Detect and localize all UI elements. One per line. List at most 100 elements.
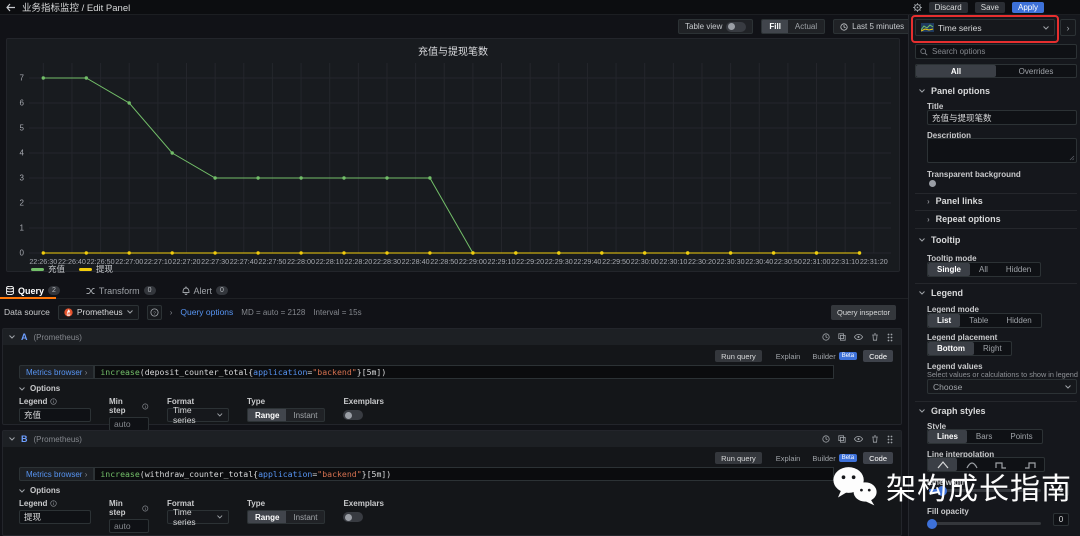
save-button[interactable]: Save — [974, 2, 1005, 13]
collapse-options-button[interactable]: › — [1060, 19, 1076, 36]
trash-icon[interactable] — [871, 435, 879, 443]
run-query-button[interactable]: Run query — [715, 452, 762, 464]
min-step-input-a[interactable] — [109, 417, 149, 431]
tab-alert[interactable]: Alert 0 — [182, 286, 228, 296]
duplicate-icon[interactable] — [838, 435, 846, 443]
style-points-option[interactable]: Points — [1010, 432, 1033, 441]
gear-icon[interactable] — [912, 3, 922, 12]
interp-linear-option[interactable] — [928, 458, 957, 471]
discard-button[interactable]: Discard — [928, 2, 968, 13]
code-option[interactable]: Code — [863, 350, 893, 362]
tooltip-section[interactable]: Tooltip — [919, 235, 960, 245]
legend-hidden-option[interactable]: Hidden — [1006, 316, 1032, 325]
promql-input-a[interactable]: increase (deposit_counter_total{applicati… — [94, 365, 835, 379]
promql-input-b[interactable]: increase (withdraw_counter_total{applicat… — [94, 467, 835, 481]
interp-step-before-option[interactable] — [986, 458, 1015, 471]
chevron-down-icon[interactable] — [9, 335, 15, 339]
instant-option[interactable]: Instant — [293, 512, 318, 522]
interp-smooth-option[interactable] — [957, 458, 986, 471]
table-view-toggle[interactable]: Table view — [678, 19, 754, 34]
drag-handle-icon[interactable] — [887, 333, 893, 342]
format-select-a[interactable]: Time series — [167, 405, 229, 425]
legend-item-withdraw[interactable]: 提现 — [79, 263, 113, 275]
chevron-down-icon — [919, 238, 925, 242]
tab-transform[interactable]: Transform 0 — [86, 286, 156, 296]
repeat-options-section[interactable]: › Repeat options — [927, 214, 1001, 224]
query-a-options-header[interactable]: Options — [19, 384, 60, 393]
query-options-link[interactable]: Query options — [180, 307, 234, 317]
panel-title-input[interactable] — [927, 110, 1077, 125]
history-icon[interactable] — [822, 435, 830, 443]
style-lines-option[interactable]: Lines — [928, 430, 967, 443]
chevron-down-icon[interactable] — [9, 437, 15, 441]
line-width-slider[interactable] — [929, 485, 1041, 496]
visualization-picker[interactable]: Time series — [915, 19, 1055, 36]
graph-styles-section[interactable]: Graph styles — [919, 406, 986, 416]
options-label: Options — [30, 486, 61, 495]
placement-right-option[interactable]: Right — [983, 344, 1002, 353]
legend-input-b[interactable] — [19, 510, 91, 524]
placement-bottom-option[interactable]: Bottom — [928, 342, 974, 355]
tooltip-single-option[interactable]: Single — [928, 263, 971, 276]
trash-icon[interactable] — [871, 333, 879, 341]
exemplars-toggle-b[interactable] — [343, 512, 364, 522]
legend-item-deposit[interactable]: 充值 — [31, 263, 65, 275]
exemplars-toggle-a[interactable] — [343, 410, 364, 420]
description-textarea[interactable] — [927, 138, 1077, 163]
range-option[interactable]: Range — [248, 511, 287, 523]
fill-option[interactable]: Fill — [762, 20, 788, 33]
format-select-b[interactable]: Time series — [167, 507, 229, 527]
tooltip-hidden-option[interactable]: Hidden — [1005, 265, 1032, 274]
interp-step-after-option[interactable] — [1015, 458, 1044, 471]
tab-overrides[interactable]: Overrides — [1018, 66, 1054, 76]
time-range-picker[interactable]: Last 5 minutes — [833, 19, 922, 34]
explain-option[interactable]: Explain — [775, 453, 801, 463]
panel-options-section[interactable]: Panel options — [919, 86, 990, 96]
query-options-chevron[interactable]: › — [169, 307, 173, 317]
options-search[interactable]: Search options — [915, 44, 1077, 59]
legend-input-a[interactable] — [19, 408, 91, 422]
metrics-browser-button[interactable]: Metrics browser › — [19, 365, 95, 379]
fill-opacity-knob[interactable] — [927, 518, 937, 529]
drag-handle-icon[interactable] — [887, 435, 893, 444]
info-icon: i — [142, 505, 149, 511]
explain-option[interactable]: Explain — [775, 351, 801, 361]
query-b-options-header[interactable]: Options — [19, 486, 60, 495]
code-option[interactable]: Code — [863, 452, 893, 464]
run-query-button[interactable]: Run query — [715, 350, 762, 362]
query-inspector-button[interactable]: Query inspector — [831, 304, 896, 320]
datasource-help-button[interactable]: ? — [146, 304, 162, 320]
legend-values-select[interactable]: Choose — [927, 379, 1077, 394]
eye-icon[interactable] — [854, 435, 863, 443]
tooltip-all-option[interactable]: All — [979, 265, 988, 274]
apply-button[interactable]: Apply — [1011, 2, 1044, 13]
builder-option[interactable]: Builder Beta — [806, 452, 863, 464]
history-icon[interactable] — [822, 333, 830, 341]
duplicate-icon[interactable] — [838, 333, 846, 341]
legend-section[interactable]: Legend — [919, 288, 963, 298]
table-view-switch[interactable] — [726, 21, 747, 32]
back-icon[interactable] — [6, 3, 16, 12]
timeseries-chart[interactable]: 0 1 2 3 4 5 6 7 22:26:30 22:26:40 22:26:50 22:27:00… — [9, 57, 899, 267]
fill-opacity-slider[interactable] — [927, 518, 1041, 529]
tab-query[interactable]: Query 2 — [6, 286, 60, 296]
instant-option[interactable]: Instant — [293, 410, 318, 420]
legend-list-option[interactable]: List — [928, 314, 961, 327]
builder-option[interactable]: Builder Beta — [806, 350, 863, 362]
metrics-browser-button[interactable]: Metrics browser › — [19, 467, 95, 481]
line-width-value[interactable]: 1 — [1053, 483, 1069, 496]
eye-icon[interactable] — [854, 333, 863, 341]
range-option[interactable]: Range — [248, 409, 287, 421]
style-bars-option[interactable]: Bars — [975, 432, 993, 441]
query-a-header[interactable]: A (Prometheus) — [3, 329, 901, 345]
resize-handle-icon[interactable] — [1069, 155, 1075, 161]
query-b-header[interactable]: B (Prometheus) — [3, 431, 901, 447]
datasource-select[interactable]: Prometheus — [57, 304, 139, 320]
actual-option[interactable]: Actual — [794, 22, 818, 31]
fill-opacity-value[interactable]: 0 — [1053, 513, 1069, 526]
legend-table-option[interactable]: Table — [969, 316, 989, 325]
min-step-input-b[interactable] — [109, 519, 149, 533]
panel-links-section[interactable]: › Panel links — [927, 196, 983, 206]
line-width-knob[interactable] — [937, 485, 947, 496]
tab-all[interactable]: All — [916, 65, 996, 77]
